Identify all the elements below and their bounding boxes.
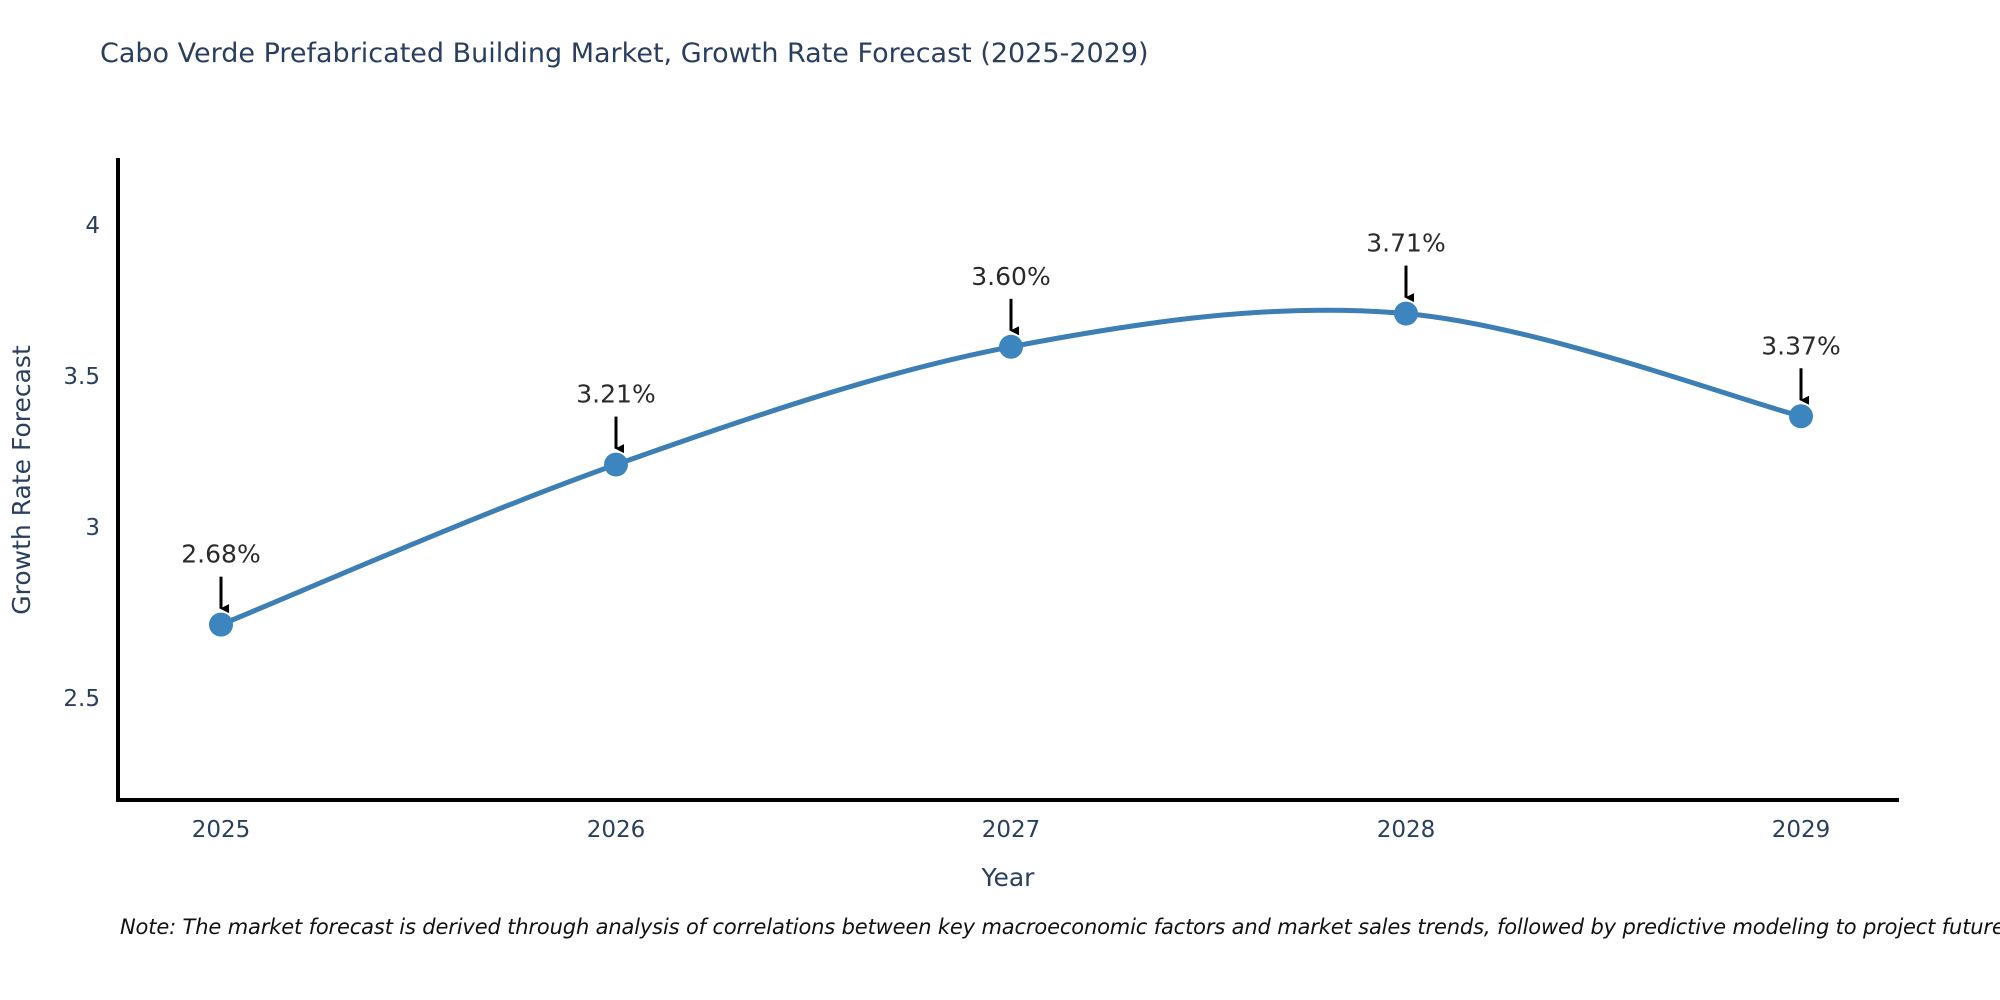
x-axis-title: Year: [981, 863, 1036, 892]
x-tick-label-0: 2025: [192, 817, 251, 843]
data-point-label: 2.68%: [181, 540, 260, 569]
data-point-marker[interactable]: [1394, 301, 1418, 326]
chart-note: Note: The market forecast is derived thr…: [120, 915, 2000, 939]
data-point-label: 3.60%: [971, 262, 1050, 291]
data-point-marker[interactable]: [209, 612, 233, 637]
y-axis-title: Growth Rate Forecast: [7, 345, 36, 615]
data-point-label: 3.37%: [1761, 331, 1840, 360]
data-point-marker[interactable]: [1789, 404, 1813, 429]
y-tick-label-2: 3: [85, 515, 100, 541]
page-title: Cabo Verde Prefabricated Building Market…: [100, 38, 1149, 69]
y-tick-label-0: 4: [85, 213, 100, 239]
x-tick-label-3: 2028: [1377, 817, 1436, 843]
y-tick-label-1: 3.5: [63, 364, 100, 390]
series-markers: [209, 301, 1813, 637]
point-annotations: 2.68% 3.21% 3.60% 3.71% 3.37%: [181, 229, 1841, 614]
x-tick-label-4: 2029: [1772, 817, 1831, 843]
data-point-label: 3.71%: [1366, 229, 1445, 258]
y-tick-label-3: 2.5: [63, 686, 100, 712]
data-point-marker[interactable]: [604, 452, 628, 477]
x-tick-label-1: 2026: [587, 817, 646, 843]
x-tick-label-2: 2027: [982, 817, 1041, 843]
data-point-marker[interactable]: [999, 334, 1023, 359]
data-point-label: 3.21%: [576, 380, 655, 409]
